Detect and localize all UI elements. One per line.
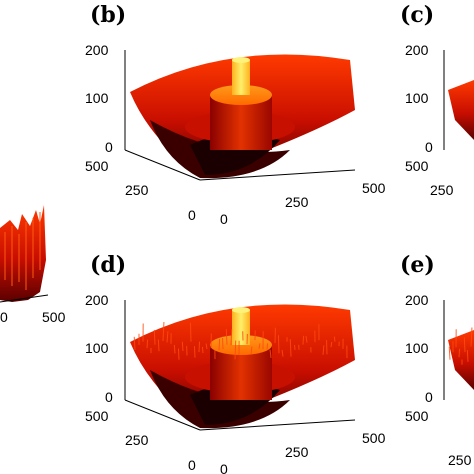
panel-e-ytick-500: 500 [405, 408, 429, 424]
panel-e-ztick-100: 100 [405, 340, 429, 356]
noise-stroke [281, 349, 284, 357]
panel-b: (b) 200 100 0 500 250 0 0 250 500 [85, 2, 386, 227]
panel-d-xtick-0: 0 [220, 461, 228, 474]
panel-b-ztick-0: 0 [105, 139, 113, 155]
panel-a-surface [0, 205, 46, 302]
noise-stroke [189, 322, 192, 342]
panel-a-xtick-500: 500 [42, 309, 66, 325]
panel-d-ztick-200: 200 [85, 292, 109, 308]
panel-b-ytick-250: 250 [125, 182, 149, 198]
panel-b-surface [130, 54, 355, 179]
panel-d-xtick-250: 250 [285, 444, 309, 460]
noise-stroke [448, 346, 451, 360]
panel-a-noise [4, 212, 41, 290]
noise-stroke [458, 348, 461, 358]
panel-e: (e) 200 100 0 500 250 [400, 252, 474, 468]
panel-b-ytick-0: 0 [188, 207, 196, 223]
noise-stroke [330, 341, 333, 348]
panel-b-ytick-500: 500 [85, 158, 109, 174]
panel-a-x-axis [0, 294, 49, 303]
noise-stroke [177, 348, 180, 360]
panel-e-noise [448, 327, 473, 365]
noise-stroke [466, 349, 469, 362]
panel-b-peak [232, 60, 250, 95]
panel-d-ztick-0: 0 [105, 389, 113, 405]
noise-stroke [157, 339, 160, 352]
panel-e-ztick-0: 0 [425, 389, 433, 405]
noise-stroke [218, 338, 221, 350]
panel-c-ztick-200: 200 [405, 42, 429, 58]
panel-d-ytick-250: 250 [125, 432, 149, 448]
noise-stroke [133, 336, 136, 350]
noise-stroke [250, 346, 253, 355]
panel-c-ytick-250: 250 [430, 182, 454, 198]
noise-stroke [205, 343, 208, 350]
noise-stroke [146, 339, 149, 349]
panel-d-ytick-500: 500 [85, 408, 109, 424]
noise-stroke [234, 340, 237, 360]
noise-stroke [322, 345, 325, 355]
panel-c-surface [448, 80, 474, 140]
noise-stroke [305, 336, 308, 343]
panel-d-ztick-100: 100 [85, 340, 109, 356]
panel-d: (d) 200 100 0 500 250 0 0 250 500 [85, 252, 386, 474]
panel-c-label: (c) [400, 2, 434, 28]
panel-d-surface [130, 304, 355, 429]
panel-c-ztick-100: 100 [405, 90, 429, 106]
panel-b-xtick-500: 500 [362, 180, 386, 196]
noise-stroke [153, 329, 156, 345]
panel-c-ztick-0: 0 [425, 139, 433, 155]
panel-b-axes: 200 100 0 500 250 0 0 250 500 [85, 42, 386, 227]
panel-c: (c) 200 100 0 500 250 [400, 2, 474, 198]
noise-stroke [333, 336, 336, 342]
panel-b-label: (b) [90, 2, 126, 28]
noise-stroke [277, 335, 280, 354]
panel-a-xtick-0: 0 [0, 309, 8, 325]
panel-e-label: (e) [400, 252, 435, 278]
panel-c-axes: 200 100 0 500 250 [405, 42, 454, 198]
panel-a: 0 500 [0, 205, 66, 325]
noise-stroke [302, 335, 305, 345]
panel-d-xtick-500: 500 [362, 430, 386, 446]
panel-b-xtick-250: 250 [285, 194, 309, 210]
noise-stroke [173, 344, 176, 354]
panel-d-peak [232, 310, 250, 345]
noise-stroke [266, 343, 269, 350]
noise-stroke [162, 321, 165, 342]
noise-stroke [181, 341, 184, 351]
noise-stroke [269, 349, 272, 358]
noise-stroke [258, 343, 261, 349]
noise-stroke [230, 329, 233, 346]
panel-b-ztick-200: 200 [85, 42, 109, 58]
noise-stroke [289, 339, 292, 357]
noise-stroke [470, 327, 473, 347]
panel-d-label: (d) [90, 252, 126, 278]
noise-stroke [198, 341, 201, 353]
panel-e-axes: 200 100 0 500 250 [405, 292, 472, 468]
noise-stroke [193, 346, 196, 358]
panel-e-ztick-200: 200 [405, 292, 429, 308]
panel-b-xtick-0: 0 [220, 211, 228, 227]
panel-b-ztick-100: 100 [85, 90, 109, 106]
panel-c-ytick-500: 500 [405, 158, 429, 174]
noise-stroke [225, 328, 228, 345]
panel-d-axes: 200 100 0 500 250 0 0 250 500 [85, 292, 386, 474]
panel-e-ytick-250: 250 [448, 452, 472, 468]
panel-e-surface [448, 330, 474, 390]
panel-d-ytick-0: 0 [188, 457, 196, 473]
noise-stroke [463, 337, 466, 353]
panel-d-noise [133, 321, 348, 360]
noise-stroke [201, 346, 204, 354]
noise-stroke [166, 331, 169, 343]
